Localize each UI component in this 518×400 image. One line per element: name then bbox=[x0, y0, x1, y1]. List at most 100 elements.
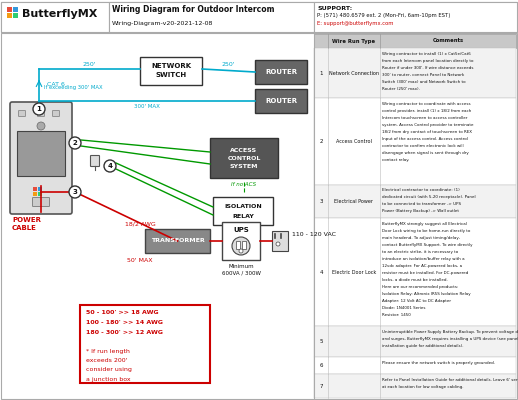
Text: * If run length: * If run length bbox=[86, 348, 130, 354]
Text: Intercom touchscreen to access controller: Intercom touchscreen to access controlle… bbox=[382, 116, 467, 120]
Text: 2: 2 bbox=[73, 140, 77, 146]
Text: control provider, install (1) x 18/2 from each: control provider, install (1) x 18/2 fro… bbox=[382, 109, 471, 113]
Circle shape bbox=[232, 237, 250, 255]
Text: and surges, ButterflyMX requires installing a UPS device (see panel: and surges, ButterflyMX requires install… bbox=[382, 337, 518, 341]
FancyBboxPatch shape bbox=[109, 2, 314, 32]
FancyBboxPatch shape bbox=[314, 48, 516, 98]
FancyBboxPatch shape bbox=[145, 229, 210, 253]
Text: Access Control: Access Control bbox=[336, 139, 372, 144]
Text: Router (250' max).: Router (250' max). bbox=[382, 87, 420, 91]
FancyBboxPatch shape bbox=[314, 34, 516, 48]
FancyBboxPatch shape bbox=[1, 33, 517, 399]
Text: 1: 1 bbox=[319, 71, 323, 76]
FancyBboxPatch shape bbox=[213, 197, 273, 225]
FancyBboxPatch shape bbox=[314, 326, 516, 357]
Text: 4: 4 bbox=[319, 270, 323, 275]
Text: CABLE: CABLE bbox=[12, 225, 37, 231]
Text: Switch (300' max) and Network Switch to: Switch (300' max) and Network Switch to bbox=[382, 80, 466, 84]
Text: NETWORK: NETWORK bbox=[151, 63, 191, 69]
Text: Wiring contractor to install (1) x Cat5e/Cat6: Wiring contractor to install (1) x Cat5e… bbox=[382, 52, 471, 56]
Text: 50' MAX: 50' MAX bbox=[127, 258, 153, 262]
Text: to an electric strike, it is necessary to: to an electric strike, it is necessary t… bbox=[382, 250, 458, 254]
Text: 7: 7 bbox=[319, 384, 323, 388]
Text: CONTROL: CONTROL bbox=[227, 156, 261, 160]
FancyBboxPatch shape bbox=[80, 305, 210, 383]
Text: Wire Run Type: Wire Run Type bbox=[333, 38, 376, 44]
FancyBboxPatch shape bbox=[314, 218, 516, 326]
FancyBboxPatch shape bbox=[10, 102, 72, 214]
Text: 250': 250' bbox=[83, 62, 96, 66]
Text: CAT 6: CAT 6 bbox=[47, 82, 65, 86]
Text: consider using: consider using bbox=[86, 368, 132, 372]
Text: 100 - 180' >> 14 AWG: 100 - 180' >> 14 AWG bbox=[86, 320, 163, 325]
FancyBboxPatch shape bbox=[314, 357, 516, 374]
Text: contact ButterflyMX Support. To wire directly: contact ButterflyMX Support. To wire dir… bbox=[382, 243, 472, 247]
Text: If no ACS: If no ACS bbox=[232, 182, 256, 188]
FancyBboxPatch shape bbox=[33, 187, 37, 191]
Circle shape bbox=[104, 160, 116, 172]
Text: Electric Door Lock: Electric Door Lock bbox=[332, 270, 376, 275]
Text: RELAY: RELAY bbox=[232, 214, 254, 218]
Text: exceeds 200': exceeds 200' bbox=[86, 358, 127, 363]
FancyBboxPatch shape bbox=[17, 131, 65, 176]
Text: SWITCH: SWITCH bbox=[155, 72, 186, 78]
Text: ButterflyMX strongly suggest all Electrical: ButterflyMX strongly suggest all Electri… bbox=[382, 222, 467, 226]
Text: 3: 3 bbox=[73, 189, 77, 195]
Text: Resistor: 1450: Resistor: 1450 bbox=[382, 313, 411, 317]
Text: system. Access Control provider to terminate: system. Access Control provider to termi… bbox=[382, 123, 473, 127]
FancyBboxPatch shape bbox=[52, 110, 60, 116]
Text: 5: 5 bbox=[319, 339, 323, 344]
Text: Network Connection: Network Connection bbox=[329, 71, 379, 76]
Text: Here are our recommended products:: Here are our recommended products: bbox=[382, 285, 458, 289]
Text: locks, a diode must be installed.: locks, a diode must be installed. bbox=[382, 278, 448, 282]
Circle shape bbox=[69, 137, 81, 149]
Text: Adapter: 12 Volt AC to DC Adapter: Adapter: 12 Volt AC to DC Adapter bbox=[382, 299, 451, 303]
Text: 110 - 120 VAC: 110 - 120 VAC bbox=[292, 232, 336, 238]
FancyBboxPatch shape bbox=[210, 138, 278, 178]
Text: resistor must be installed. For DC-powered: resistor must be installed. For DC-power… bbox=[382, 271, 468, 275]
Text: Electrical contractor to coordinate: (1): Electrical contractor to coordinate: (1) bbox=[382, 188, 460, 192]
Text: dedicated circuit (with 5-20 receptacle). Panel: dedicated circuit (with 5-20 receptacle)… bbox=[382, 195, 476, 199]
Text: ROUTER: ROUTER bbox=[265, 98, 297, 104]
Text: UPS: UPS bbox=[233, 227, 249, 233]
Text: Router if under 300'. If wire distance exceeds: Router if under 300'. If wire distance e… bbox=[382, 66, 473, 70]
Text: 250': 250' bbox=[222, 62, 235, 66]
Text: POWER: POWER bbox=[12, 217, 41, 223]
FancyBboxPatch shape bbox=[38, 192, 42, 196]
Text: Uninterruptible Power Supply Battery Backup. To prevent voltage drops: Uninterruptible Power Supply Battery Bac… bbox=[382, 330, 518, 334]
Text: main headend. To adjust timing/delay,: main headend. To adjust timing/delay, bbox=[382, 236, 460, 240]
Text: 6: 6 bbox=[319, 363, 323, 368]
Text: Minimum: Minimum bbox=[228, 264, 254, 268]
FancyBboxPatch shape bbox=[255, 89, 307, 113]
Text: Input of the access control. Access control: Input of the access control. Access cont… bbox=[382, 137, 468, 141]
FancyBboxPatch shape bbox=[242, 241, 246, 249]
FancyBboxPatch shape bbox=[19, 110, 25, 116]
FancyBboxPatch shape bbox=[272, 231, 288, 251]
FancyBboxPatch shape bbox=[91, 156, 99, 166]
Text: disengage when signal is sent through dry: disengage when signal is sent through dr… bbox=[382, 151, 469, 155]
FancyBboxPatch shape bbox=[1, 2, 109, 32]
FancyBboxPatch shape bbox=[314, 2, 517, 32]
Text: Wiring contractor to coordinate with access: Wiring contractor to coordinate with acc… bbox=[382, 102, 471, 106]
Text: 300' MAX: 300' MAX bbox=[134, 104, 160, 110]
FancyBboxPatch shape bbox=[37, 110, 45, 116]
Text: Comments: Comments bbox=[433, 38, 464, 44]
Text: Isolation Relay: Altronix IR5S Isolation Relay: Isolation Relay: Altronix IR5S Isolation… bbox=[382, 292, 471, 296]
Text: 2: 2 bbox=[319, 139, 323, 144]
Text: Door Lock wiring to be home-run directly to: Door Lock wiring to be home-run directly… bbox=[382, 229, 470, 233]
FancyBboxPatch shape bbox=[33, 198, 50, 206]
Text: contact relay.: contact relay. bbox=[382, 158, 409, 162]
Text: Power (Battery Backup) -> Wall outlet: Power (Battery Backup) -> Wall outlet bbox=[382, 209, 459, 213]
Text: Electrical Power: Electrical Power bbox=[335, 199, 373, 204]
Text: 1: 1 bbox=[37, 106, 41, 112]
Text: SYSTEM: SYSTEM bbox=[230, 164, 258, 168]
FancyBboxPatch shape bbox=[314, 185, 516, 218]
Circle shape bbox=[69, 186, 81, 198]
Text: 12vdc adapter. For AC-powered locks, a: 12vdc adapter. For AC-powered locks, a bbox=[382, 264, 462, 268]
Text: TRANSFORMER: TRANSFORMER bbox=[151, 238, 205, 244]
FancyBboxPatch shape bbox=[13, 13, 18, 18]
Circle shape bbox=[37, 122, 45, 130]
FancyBboxPatch shape bbox=[7, 7, 12, 12]
Text: P: (571) 480.6579 ext. 2 (Mon-Fri, 6am-10pm EST): P: (571) 480.6579 ext. 2 (Mon-Fri, 6am-1… bbox=[317, 14, 450, 18]
Text: 3: 3 bbox=[319, 199, 323, 204]
